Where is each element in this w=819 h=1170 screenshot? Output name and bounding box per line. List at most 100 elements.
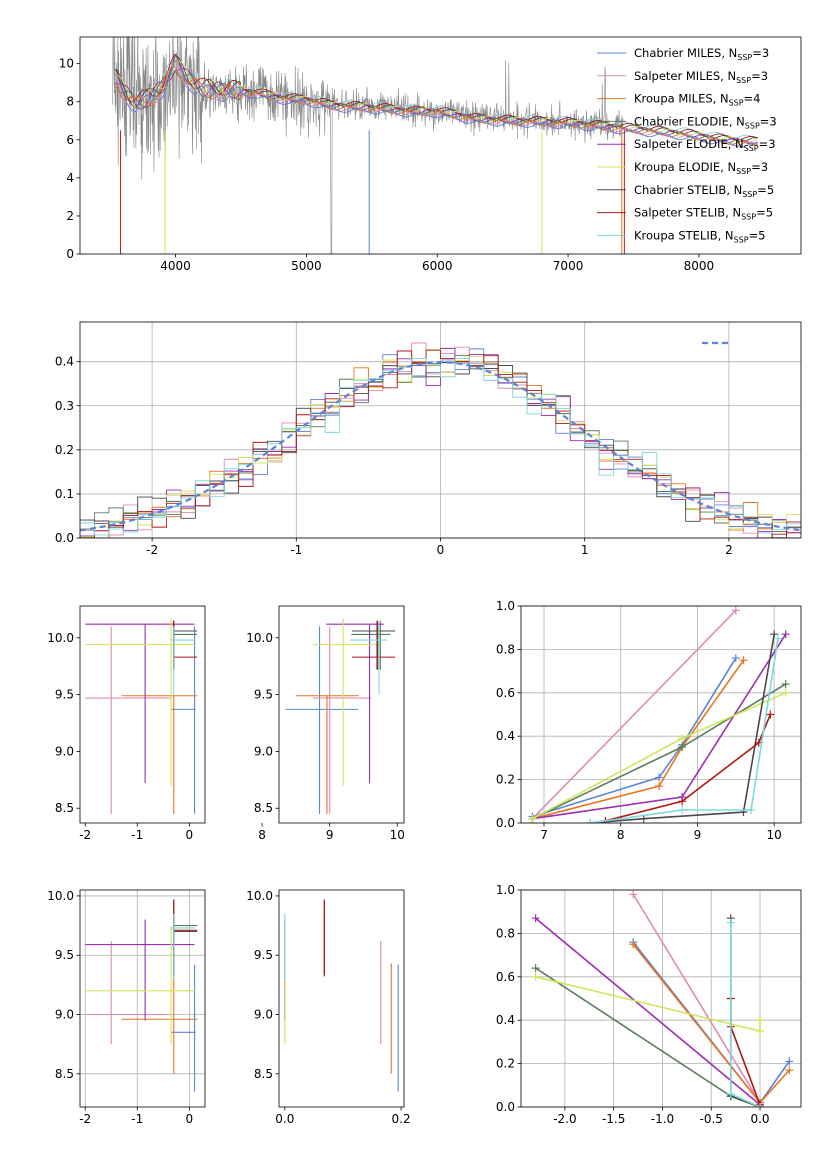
legend-value: =3	[751, 160, 768, 174]
x-tick-label: 0.2	[392, 1112, 411, 1126]
weight-age-marker	[781, 630, 790, 639]
y-tick-label: 9.5	[254, 948, 273, 962]
y-tick-label: 8.5	[254, 1067, 273, 1081]
weight-age-marker	[678, 743, 687, 752]
histogram-axes: -2 -1 0 1 2 0.0 0.1 0.2 0.3 0.4	[55, 321, 802, 557]
weight-age-marker	[655, 782, 664, 791]
legend-value: =3	[760, 114, 777, 128]
weight-age-marker	[781, 680, 790, 689]
y-tick-label: 4	[66, 171, 74, 185]
weight-age-marker	[770, 630, 779, 639]
weight-z-marker	[629, 890, 638, 899]
legend-entry: Salpeter ELODIE, NSSP=3	[634, 137, 776, 153]
weight-age-marker	[655, 773, 664, 782]
weight-z-marker	[629, 940, 638, 949]
legend-value: =5	[749, 228, 766, 242]
weight-z-marker	[785, 1057, 794, 1066]
model-spectrum-line	[115, 71, 758, 146]
weight-z-line	[729, 998, 761, 1106]
legend-value: =3	[759, 137, 776, 151]
x-tick-label: -1.5	[602, 1112, 625, 1126]
y-tick-label: 0.8	[496, 642, 515, 656]
y-tick-label: 10.0	[47, 631, 74, 645]
y-tick-label: 0.8	[496, 926, 515, 940]
x-tick-label: 10	[390, 828, 405, 842]
y-tick-label: 0.2	[496, 1057, 515, 1071]
y-tick-label: 2	[66, 209, 74, 223]
x-tick-label: -1	[131, 828, 143, 842]
axes-frame	[520, 889, 802, 1108]
legend-subscript: SSP	[742, 190, 757, 199]
age-mass-axes: 8 9 10 8.5 9.0 9.5 10.0	[246, 605, 405, 842]
y-tick-label: 9.5	[55, 948, 74, 962]
plot-area	[528, 606, 790, 823]
histogram-step	[80, 349, 801, 538]
legend-subscript: SSP	[744, 144, 759, 153]
y-tick-label: 0.2	[496, 773, 515, 787]
legend-entry: Salpeter MILES, NSSP=3	[634, 69, 768, 85]
y-tick-label: 0.6	[496, 970, 515, 984]
weight-age-marker	[678, 797, 687, 806]
legend-entry: Chabrier ELODIE, NSSP=3	[634, 114, 777, 130]
legend-name: Chabrier ELODIE, N	[634, 114, 745, 128]
y-tick-label: 9.5	[55, 688, 74, 702]
model-spectrum-line	[114, 60, 758, 147]
x-tick-label: 9	[694, 828, 702, 842]
legend-subscript: SSP	[729, 99, 744, 108]
model-spectrum-line	[115, 59, 758, 148]
y-tick-label: 0.4	[55, 355, 74, 369]
y-tick-label: 0.0	[496, 816, 515, 830]
legend-name: Kroupa ELODIE, N	[634, 160, 736, 174]
x-tick-label: 2	[725, 543, 733, 557]
legend-subscript: SSP	[741, 213, 756, 222]
plot-area	[112, 37, 758, 254]
weight-z-axes: -2.0 -1.5 -1.0 -0.5 0.0 0.0 0.2 0.4 0.6 0.8 1.0	[496, 883, 802, 1126]
legend-name: Salpeter STELIB, N	[634, 206, 741, 220]
y-tick-label: 0.4	[496, 729, 515, 743]
y-tick-label: 0.3	[55, 399, 74, 413]
weight-z-marker	[726, 918, 735, 927]
plot-area	[85, 899, 198, 1092]
y-tick-label: 8.5	[55, 1067, 74, 1081]
y-tick-label: 0	[66, 247, 74, 261]
mass-z-axes: -2 -1 0 8.5 9.0 9.5 10.0	[47, 889, 206, 1126]
x-tick-label: 0	[186, 1112, 194, 1126]
model-spectrum-line	[114, 66, 758, 147]
weight-age-line	[589, 634, 775, 823]
weight-z-marker	[756, 1016, 765, 1025]
plot-area	[285, 618, 396, 814]
x-tick-label: -2	[146, 543, 158, 557]
weight-age-line	[532, 659, 745, 820]
legend-name: Salpeter ELODIE, N	[634, 137, 744, 151]
weight-z-marker	[726, 1089, 735, 1098]
y-tick-label: 0.4	[496, 1013, 515, 1027]
x-tick-label: 0	[186, 828, 194, 842]
axes-frame	[520, 605, 802, 824]
y-tick-label: 9.0	[55, 744, 74, 758]
weight-age-axes: 7 8 9 10 0.0 0.2 0.4 0.6 0.8 1.0	[496, 599, 802, 842]
legend-value: =5	[757, 183, 774, 197]
axes-frame	[278, 889, 405, 1108]
x-tick-label: 8000	[684, 259, 715, 273]
legend-entry: Kroupa STELIB, NSSP=5	[634, 228, 765, 244]
legend-name: Kroupa MILES, N	[634, 92, 729, 106]
y-tick-label: 0.1	[55, 487, 74, 501]
x-tick-label: 8	[617, 828, 625, 842]
histogram-step	[80, 358, 801, 536]
legend-name: Chabrier STELIB, N	[634, 183, 742, 197]
weight-z-marker	[756, 1103, 765, 1107]
x-tick-label: 7	[540, 828, 548, 842]
plot-area	[531, 890, 794, 1107]
legend-subscript: SSP	[736, 76, 751, 85]
weight-age-marker	[731, 606, 740, 615]
weight-z-line	[535, 967, 761, 1107]
x-tick-label: -2	[79, 1112, 91, 1126]
weight-z-marker	[785, 1066, 794, 1075]
y-tick-label: 8	[66, 95, 74, 109]
y-tick-label: 8.5	[254, 801, 273, 815]
y-tick-label: 9.0	[254, 744, 273, 758]
weight-z-marker	[756, 1027, 765, 1036]
x-tick-label: -1.0	[651, 1112, 674, 1126]
weight-z-marker	[531, 964, 540, 973]
